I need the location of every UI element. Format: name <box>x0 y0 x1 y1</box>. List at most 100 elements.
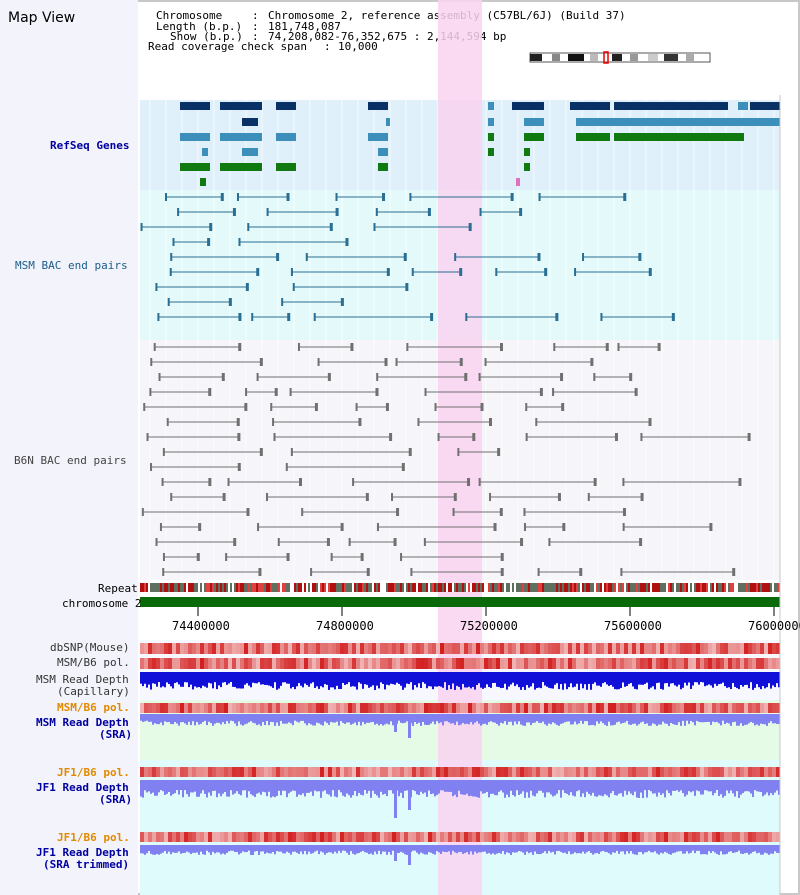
msm-depth-capillary <box>216 672 218 690</box>
repeat-mark <box>380 583 382 592</box>
jf1-depth-trimmed <box>594 845 596 854</box>
msm-depth-capillary <box>640 672 642 685</box>
repeat-mark <box>320 583 322 592</box>
msm-pol-strip <box>532 658 536 669</box>
jf1-depth-sra <box>648 780 650 791</box>
jf1-trim-pol-strip <box>760 832 764 842</box>
msm-depth-capillary <box>194 672 196 687</box>
msm-pol-strip <box>320 658 324 669</box>
msm-depth-sra <box>490 714 492 722</box>
jf1-trim-pol-strip <box>560 832 564 842</box>
repeat-mark <box>636 583 638 592</box>
jf1-depth-trimmed <box>488 845 490 854</box>
jf1-depth-trimmed <box>422 845 424 854</box>
msm-pol-strip <box>176 658 180 669</box>
msm-depth-sra <box>778 714 780 725</box>
jf1-trim-pol-strip <box>428 832 432 842</box>
dbsnp-strip <box>708 643 712 654</box>
jf1-depth-trimmed <box>608 845 610 854</box>
repeat-mark <box>766 583 768 592</box>
track-label-b6n-bac[interactable]: B6N BAC end pairs <box>14 454 127 467</box>
msm-depth-sra <box>748 714 750 724</box>
msm-pol-strip <box>448 658 452 669</box>
msm-depth-sra <box>766 714 768 726</box>
dbsnp-strip <box>536 643 540 654</box>
jf1-depth-sra <box>168 780 170 792</box>
msm-sra-pol-strip <box>708 703 712 713</box>
jf1-depth-sra <box>456 780 458 798</box>
msm-depth-sra <box>630 714 632 725</box>
msm-depth-sra <box>226 714 228 722</box>
msm-depth-sra <box>362 714 364 723</box>
repeat-mark <box>426 583 428 592</box>
msm-depth-sra <box>540 714 542 723</box>
msm-sra-pol-strip <box>192 703 196 713</box>
b6n-bac-pair-end <box>648 418 652 426</box>
jf1-depth-trimmed <box>522 845 524 853</box>
jf1-depth-trimmed <box>694 845 696 854</box>
msm-depth-sra <box>376 714 378 724</box>
msm-bac-pair-end <box>207 238 211 246</box>
b6n-bac-pair-end <box>452 508 455 516</box>
jf1-depth-sra <box>462 780 464 795</box>
repeat-mark <box>602 583 604 592</box>
jf1-pol-strip <box>368 767 372 777</box>
b6n-bac-pair-end <box>424 388 427 396</box>
repeat-mark <box>752 583 754 592</box>
b6n-bac-pair-end <box>162 448 165 456</box>
jf1-depth-sra <box>450 780 452 792</box>
repeat-mark <box>292 583 294 592</box>
msm-depth-sra <box>156 714 158 725</box>
jf1-pol-strip <box>416 767 420 777</box>
msm-depth-sra <box>230 714 232 721</box>
jf1-depth-trimmed <box>618 845 620 854</box>
jf1-trim-pol-strip <box>368 832 372 842</box>
b6n-bac-pair-end <box>237 463 241 471</box>
track-label-msm-bac[interactable]: MSM BAC end pairs <box>15 259 128 272</box>
repeat-mark <box>778 583 780 592</box>
b6n-bac-pair-end <box>732 568 736 576</box>
ideogram-band <box>568 54 584 61</box>
msm-depth-sra <box>478 714 480 724</box>
msm-depth-capillary <box>538 672 540 688</box>
msm-sra-pol-strip <box>324 703 328 713</box>
msm-depth-sra <box>476 714 478 722</box>
dbsnp-strip <box>740 643 744 654</box>
jf1-depth-sra <box>434 780 436 797</box>
jf1-depth-sra <box>342 780 344 796</box>
msm-pol-strip <box>668 658 672 669</box>
jf1-pol-strip <box>372 767 376 777</box>
msm-depth-capillary <box>254 672 256 684</box>
msm-depth-capillary <box>168 672 170 685</box>
msm-depth-capillary <box>512 672 514 683</box>
jf1-depth-sra <box>290 780 292 792</box>
msm-depth-capillary <box>724 672 726 687</box>
msm-pol-strip <box>740 658 744 669</box>
msm-depth-sra <box>262 714 264 723</box>
repeat-mark <box>416 583 418 592</box>
jf1-depth-sra <box>538 780 540 791</box>
repeat-mark <box>226 583 228 592</box>
jf1-depth-trimmed <box>540 845 542 855</box>
msm-depth-sra <box>198 714 200 725</box>
jf1-depth-sra <box>354 780 356 792</box>
msm-depth-sra <box>618 714 620 722</box>
jf1-trim-pol-strip <box>156 832 160 842</box>
jf1-pol-strip <box>256 767 260 777</box>
msm-depth-sra <box>578 714 580 724</box>
track-label-refseq[interactable]: RefSeq Genes <box>50 139 130 152</box>
b6n-bac-pair-end <box>417 418 420 426</box>
msm-depth-sra <box>340 714 342 722</box>
jf1-depth-sra <box>318 780 320 792</box>
msm-depth-capillary <box>604 672 606 683</box>
dbsnp-strip <box>624 643 628 654</box>
jf1-trim-pol-strip <box>188 832 192 842</box>
repeat-mark <box>372 583 374 592</box>
msm-pol-strip <box>284 658 288 669</box>
msm-depth-sra <box>200 714 202 724</box>
msm-depth-sra <box>712 714 714 722</box>
msm-depth-capillary <box>200 672 202 689</box>
msm-sra-pol-strip <box>420 703 424 713</box>
jf1-depth-sra <box>232 780 234 795</box>
